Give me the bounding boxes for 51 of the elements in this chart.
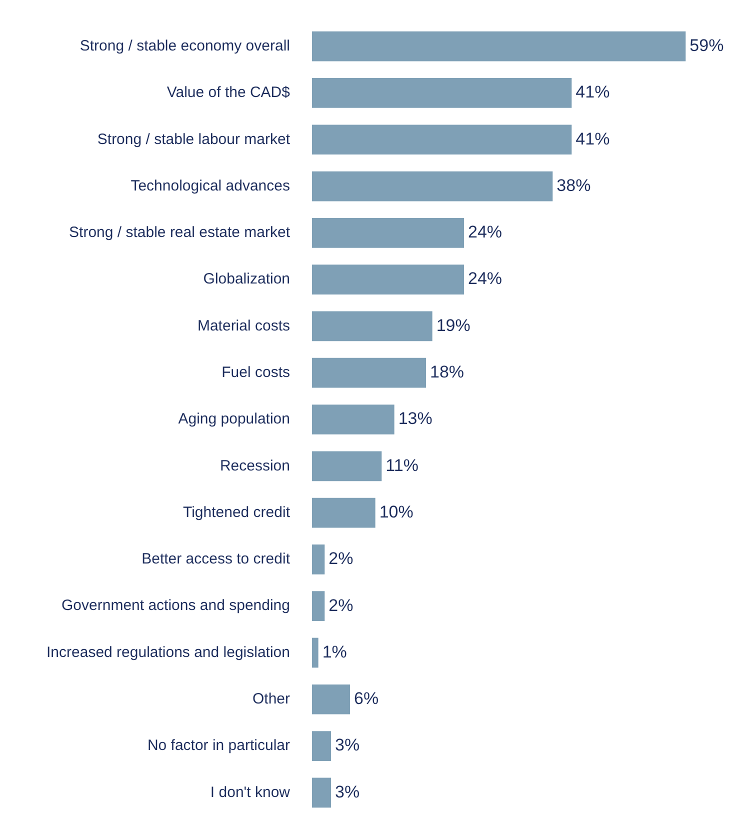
bar [312, 544, 325, 574]
bar [312, 124, 572, 155]
data-label: 1% [322, 642, 347, 662]
bar [312, 218, 464, 248]
y-tick-label: Fuel costs [222, 364, 290, 381]
y-tick-label: Strong / stable labour market [97, 130, 291, 148]
bar [312, 78, 572, 108]
data-label: 13% [398, 409, 432, 428]
y-tick-label: No factor in particular [147, 737, 290, 754]
data-label: 41% [576, 82, 610, 102]
bar [312, 358, 426, 388]
data-label: 19% [436, 316, 470, 335]
bar [312, 31, 686, 62]
y-tick-label: I don't know [210, 784, 290, 801]
y-tick-label: Technological advances [130, 177, 290, 194]
data-label: 2% [328, 596, 354, 615]
data-label: 41% [576, 129, 610, 148]
y-tick-label: Strong / stable real estate market [69, 224, 291, 242]
bar [312, 778, 331, 808]
data-label: 6% [354, 689, 379, 708]
bar [312, 684, 350, 714]
y-tick-label: Increased regulations and legislation [46, 644, 290, 661]
data-label: 24% [468, 222, 502, 242]
y-tick-label: Government actions and spending [62, 597, 290, 614]
y-tick-label: Other [252, 690, 290, 708]
bar [312, 264, 464, 294]
data-label: 59% [690, 36, 724, 56]
data-label: 18% [430, 362, 464, 382]
y-tick-label: Recession [220, 457, 290, 474]
data-label: 3% [335, 782, 360, 802]
bar [312, 171, 553, 202]
data-label: 24% [468, 269, 502, 288]
data-label: 38% [556, 176, 591, 195]
y-tick-label: Tightened credit [182, 504, 291, 521]
y-tick-label: Material costs [197, 317, 290, 334]
y-tick-label: Aging population [178, 410, 290, 428]
bar [312, 451, 382, 482]
data-label: 3% [335, 736, 360, 755]
y-tick-label: Strong / stable economy overall [80, 37, 290, 54]
bar [312, 404, 394, 434]
bar [312, 638, 318, 668]
bar [312, 311, 432, 342]
y-tick-label: Value of the CAD$ [166, 84, 291, 102]
bar [312, 731, 331, 761]
data-label: 2% [328, 549, 354, 568]
bar [312, 498, 376, 528]
y-tick-label: Globalization [203, 270, 290, 288]
data-label: 10% [379, 502, 414, 522]
data-label: 11% [386, 456, 418, 475]
bar [312, 591, 325, 622]
y-tick-label: Better access to credit [142, 550, 291, 568]
